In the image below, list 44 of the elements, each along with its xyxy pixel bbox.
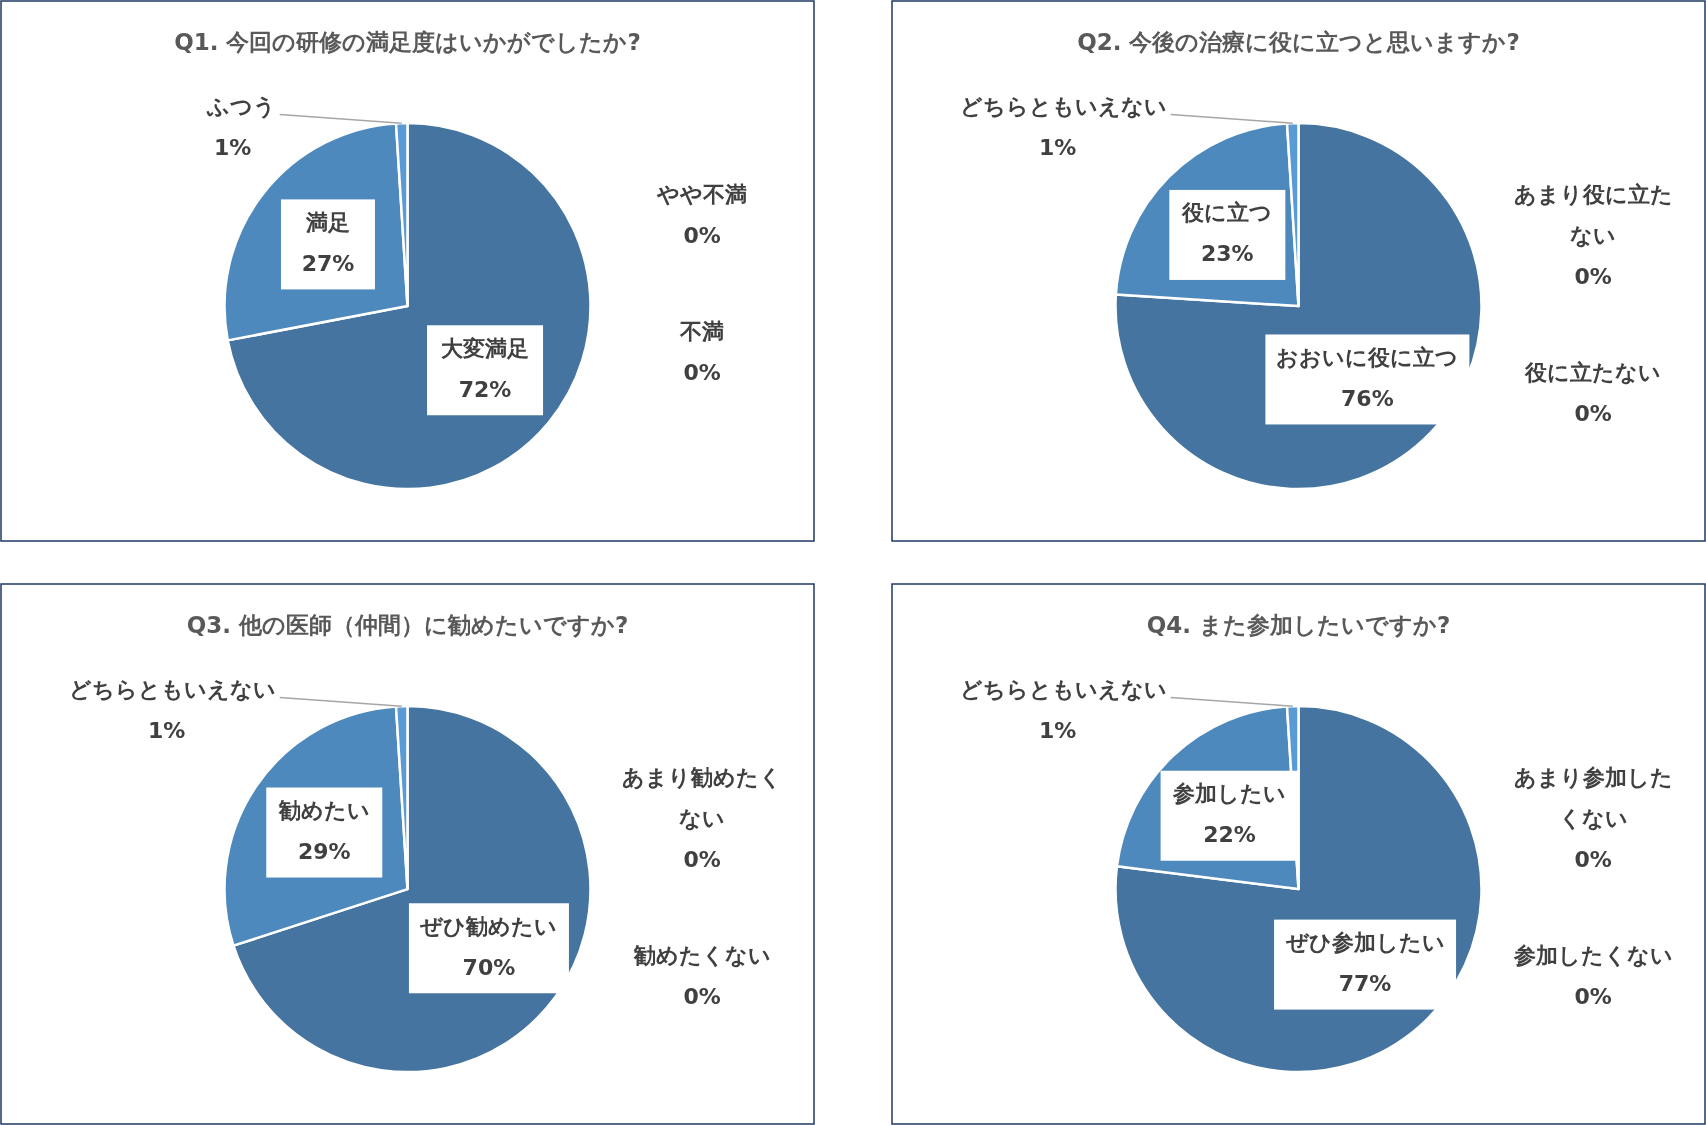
- text: 0%: [683, 984, 721, 1010]
- category-label: 勧めたくない: [633, 943, 771, 969]
- category-label: あまり役に立たない: [1513, 182, 1673, 249]
- slice-label: 勧めたい: [277, 798, 370, 824]
- data-label: 1%: [1039, 135, 1077, 161]
- slice-label: 参加したい: [1172, 781, 1287, 807]
- slice-label: ぜひ勧めたい: [419, 913, 558, 939]
- slice-label: ふつう: [205, 94, 276, 120]
- slice-label: ぜひ参加したい: [1284, 930, 1445, 956]
- category-label: あまり勧めたくない: [622, 765, 783, 832]
- data-label: 27%: [301, 250, 355, 276]
- text: 0%: [683, 847, 721, 873]
- text: 0%: [683, 360, 721, 386]
- chart-title: Q4. また参加したいですか?: [1146, 611, 1451, 638]
- text: 0%: [1574, 847, 1612, 873]
- text: 0%: [1574, 401, 1612, 427]
- data-label: 1%: [148, 718, 186, 744]
- chart-title: Q1. 今回の研修の満足度はいかがでしたか?: [174, 28, 641, 55]
- data-label: 1%: [214, 135, 252, 161]
- slice-label: 満足: [304, 209, 350, 235]
- category-label: 参加したくない: [1513, 943, 1673, 969]
- slice-label: 役に立つ: [1181, 200, 1273, 226]
- data-label: 72%: [458, 376, 512, 402]
- text: 0%: [1574, 264, 1612, 290]
- category-label: 役に立たない: [1525, 360, 1662, 386]
- slice-label: どちらともいえない: [68, 677, 276, 703]
- text: 0%: [1574, 984, 1612, 1010]
- data-label: 22%: [1203, 822, 1256, 848]
- data-label: 70%: [462, 954, 516, 980]
- slice-label: おおいに役に立つ: [1276, 344, 1459, 370]
- chart-title: Q2. 今後の治療に役に立つと思いますか?: [1077, 28, 1520, 55]
- data-label: 23%: [1200, 241, 1254, 267]
- slice-label: どちらともいえない: [959, 677, 1167, 703]
- data-label: 77%: [1338, 971, 1392, 997]
- category-label: あまり参加したくない: [1513, 765, 1673, 832]
- category-label: 不満: [680, 319, 725, 345]
- slice-label: 大変満足: [441, 335, 530, 361]
- category-label: やや不満: [657, 182, 748, 208]
- data-label: 1%: [1039, 718, 1077, 744]
- data-label: 29%: [297, 839, 351, 865]
- data-label: 76%: [1341, 385, 1394, 411]
- chart-title: Q3. 他の医師（仲間）に勧めたいですか?: [186, 611, 629, 638]
- text: 0%: [683, 223, 721, 249]
- slice-label: どちらともいえない: [959, 94, 1167, 120]
